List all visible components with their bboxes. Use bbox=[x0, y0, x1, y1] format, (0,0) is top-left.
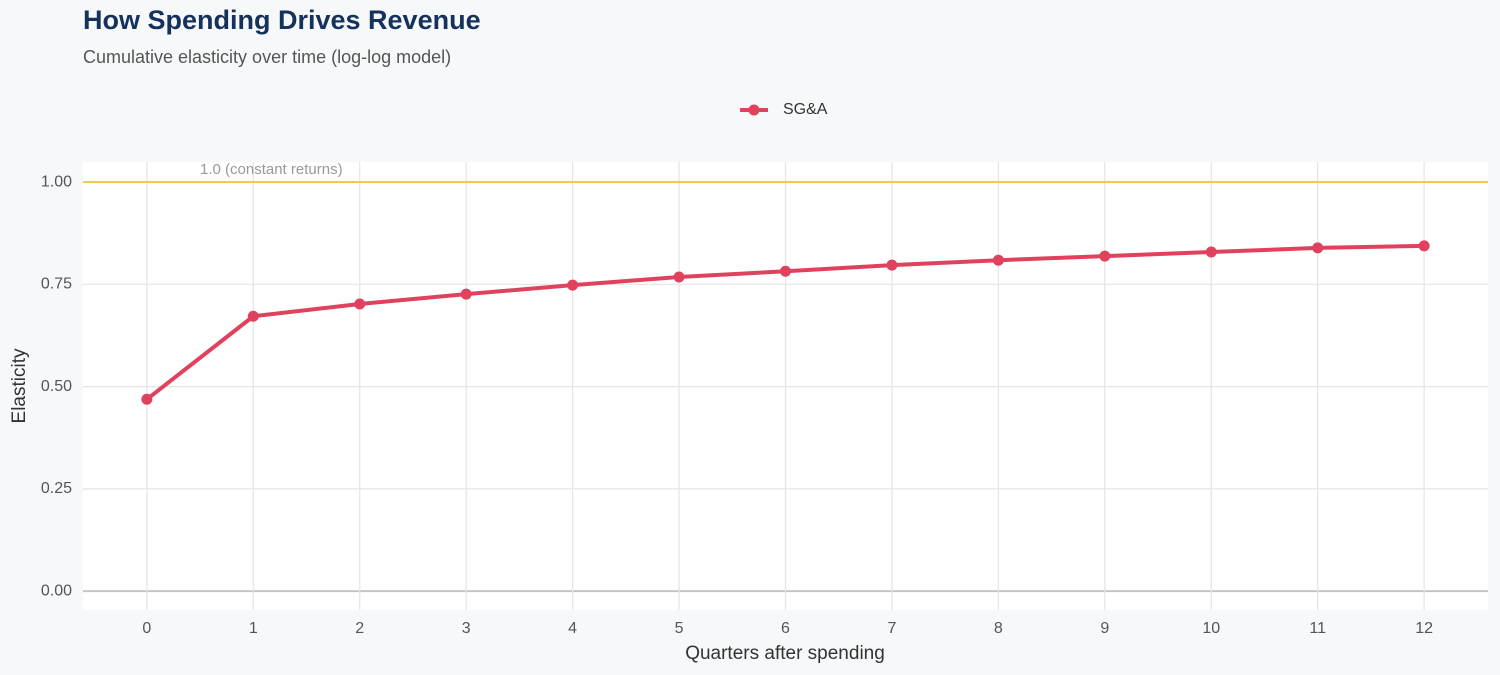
data-point bbox=[886, 259, 898, 271]
data-point bbox=[354, 298, 366, 310]
y-tick-label: 0.50 bbox=[41, 378, 72, 395]
data-point bbox=[247, 310, 259, 322]
y-tick-label: 0.00 bbox=[41, 582, 72, 599]
data-point bbox=[460, 288, 472, 300]
legend-label: SG&A bbox=[783, 101, 828, 118]
data-point bbox=[567, 279, 579, 291]
data-point bbox=[1312, 242, 1324, 254]
data-point bbox=[673, 271, 685, 283]
x-tick-label: 3 bbox=[462, 620, 471, 637]
y-tick-label: 1.00 bbox=[41, 173, 72, 190]
y-axis-title: Elasticity bbox=[9, 348, 30, 423]
data-point bbox=[1418, 240, 1430, 252]
x-tick-label: 8 bbox=[994, 620, 1003, 637]
y-tick-label: 0.25 bbox=[41, 480, 72, 497]
x-axis-title: Quarters after spending bbox=[685, 643, 885, 664]
x-tick-label: 12 bbox=[1415, 620, 1433, 637]
x-tick-label: 9 bbox=[1100, 620, 1109, 637]
data-point bbox=[1099, 250, 1111, 262]
chart-title: How Spending Drives Revenue bbox=[83, 5, 481, 35]
legend-swatch bbox=[748, 104, 760, 116]
x-tick-label: 11 bbox=[1309, 620, 1326, 637]
x-tick-label: 4 bbox=[568, 620, 577, 637]
data-point bbox=[1205, 246, 1217, 258]
x-tick-label: 7 bbox=[887, 620, 896, 637]
y-tick-label: 0.75 bbox=[41, 276, 72, 293]
data-point bbox=[141, 393, 153, 405]
x-tick-label: 0 bbox=[142, 620, 151, 637]
x-tick-label: 10 bbox=[1202, 620, 1220, 637]
x-tick-label: 2 bbox=[355, 620, 364, 637]
reference-label: 1.0 (constant returns) bbox=[200, 161, 343, 178]
x-tick-label: 5 bbox=[675, 620, 684, 637]
data-point bbox=[992, 254, 1004, 266]
x-tick-label: 1 bbox=[249, 620, 258, 637]
x-tick-label: 6 bbox=[781, 620, 790, 637]
data-point bbox=[780, 265, 791, 277]
chart-subtitle: Cumulative elasticity over time (log-log… bbox=[83, 47, 451, 67]
